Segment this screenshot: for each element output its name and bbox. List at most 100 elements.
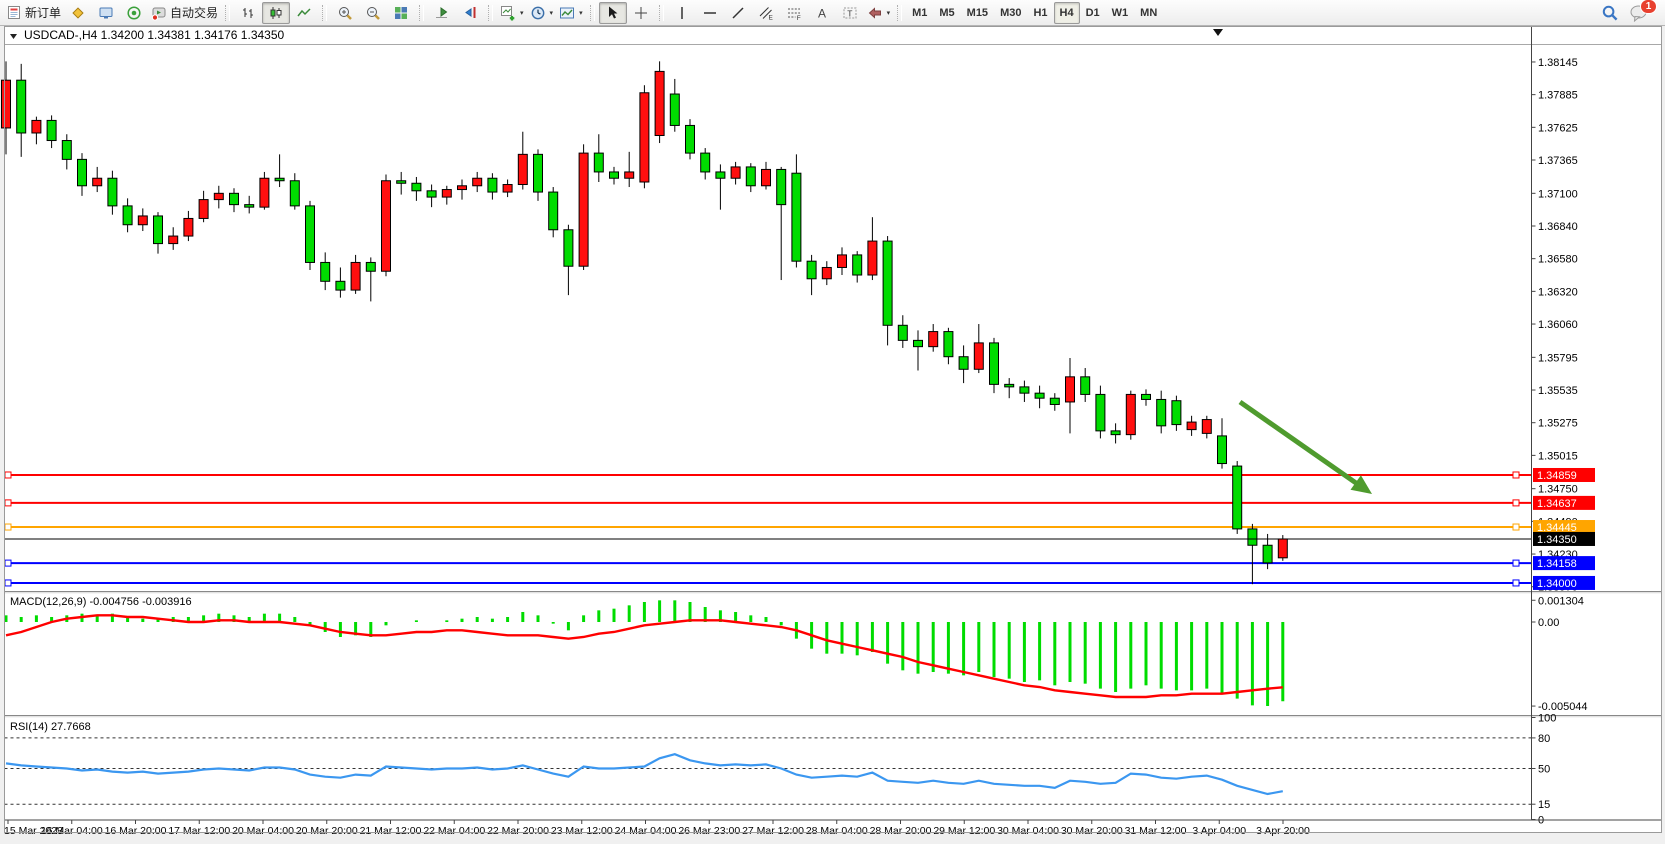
fibonacci-icon: F [786,5,802,21]
timeframe-M1-button[interactable]: M1 [912,6,928,19]
svg-text:1.36840: 1.36840 [1538,221,1578,233]
price-axis[interactable]: 1.38145 1.37885 1.37625 1.37365 1.37100 1.368… [1531,26,1596,827]
svg-text:30 Mar 04:00: 30 Mar 04:00 [997,825,1059,837]
periods-button[interactable]: ▾ [527,2,557,24]
timeframe-D1-button[interactable]: D1 [1085,6,1100,19]
svg-text:26 Mar 23:00: 26 Mar 23:00 [678,825,740,837]
chart-frame [4,26,1662,833]
chart-shift-marker[interactable] [1213,29,1223,36]
svg-text:1.34350: 1.34350 [1537,534,1577,546]
crosshair-button[interactable] [627,2,655,24]
svg-text:1.35015: 1.35015 [1538,450,1578,462]
new-order-button[interactable]: 新订单 [4,2,64,24]
timeframe-H1-button[interactable]: H1 [1033,6,1048,19]
vertical-line-icon [674,5,690,21]
fibonacci-button[interactable]: F [780,2,808,24]
clock-icon [530,5,546,21]
svg-text:1.37365: 1.37365 [1538,155,1578,167]
text-icon: A [814,5,830,21]
autotrading-button[interactable]: 自动交易 [148,2,221,24]
svg-text:15: 15 [1538,799,1550,811]
svg-text:1.37625: 1.37625 [1538,122,1578,134]
text-label-icon: T [842,5,858,21]
market-watch-button[interactable] [64,2,92,24]
svg-text:1.37100: 1.37100 [1538,188,1578,200]
toolbar-separator [419,4,425,21]
trendline-icon [730,5,746,21]
horizontal-line-button[interactable] [696,2,724,24]
zoom-in-button[interactable] [331,2,359,24]
zoom-in-icon [337,5,353,21]
timeframe-MN-button[interactable]: MN [1140,6,1158,19]
toolbar-separator [897,4,903,21]
candlestick-chart-button[interactable] [262,1,291,24]
chevron-down-icon: ▾ [549,9,554,17]
timeframe-W1-button[interactable]: W1 [1111,6,1129,19]
svg-text:1.37885: 1.37885 [1538,90,1578,102]
horizontal-line-icon [702,5,718,21]
bar-chart-button[interactable] [234,2,262,24]
new-chart-icon [500,5,516,21]
new-order-label: 新订单 [25,6,62,20]
svg-text:31 Mar 12:00: 31 Mar 12:00 [1125,825,1187,837]
svg-text:28 Mar 20:00: 28 Mar 20:00 [870,825,932,837]
svg-text:E: E [768,14,773,21]
channel-icon: E [758,5,774,21]
bar-chart-icon [240,5,256,21]
auto-scroll-button[interactable] [428,2,456,24]
arrows-button[interactable]: ▾ [864,2,894,24]
notifications-button[interactable]: 1 [1629,0,1657,22]
trend-arrow[interactable] [1238,399,1372,494]
crosshair-icon [633,5,649,21]
hline-1.34637[interactable] [4,499,1532,507]
svg-text:1.35275: 1.35275 [1538,418,1578,430]
svg-text:1.34859: 1.34859 [1537,470,1577,482]
vertical-line-button[interactable] [668,2,696,24]
svg-text:F: F [796,15,800,21]
rsi-line [5,753,1283,796]
new-chart-button[interactable]: ▾ [497,2,527,24]
new-order-icon [7,5,22,20]
yellow-diamond-icon [70,5,86,21]
toolbar-separator [322,4,328,21]
svg-text:0.00: 0.00 [1538,617,1559,629]
data-window-button[interactable] [92,2,120,24]
hline-1.34445[interactable] [4,523,1532,531]
timeframe-M30-button[interactable]: M30 [1000,6,1022,19]
trendline-button[interactable] [724,2,752,24]
svg-text:1.34000: 1.34000 [1537,578,1577,590]
svg-text:50: 50 [1538,764,1550,776]
zoom-out-button[interactable] [359,2,387,24]
tile-windows-button[interactable] [387,2,415,24]
svg-text:1.34750: 1.34750 [1538,484,1578,496]
equidistant-channel-button[interactable]: E [752,2,780,24]
line-chart-button[interactable] [290,2,318,24]
timeframe-M15-button[interactable]: M15 [966,6,989,19]
svg-text:20 Mar 04:00: 20 Mar 04:00 [232,825,294,837]
timeframe-M5-button[interactable]: M5 [939,6,955,19]
price-label-1.34445: 1.34445 [1533,520,1595,535]
text-button[interactable]: A [808,2,836,24]
radar-icon [126,5,142,21]
hline-1.34158[interactable] [4,559,1532,567]
collapse-panel-icon[interactable] [10,34,17,39]
rsi-pane: RSI(14) 27.7668 [4,721,1532,805]
svg-text:1.36060: 1.36060 [1538,319,1578,331]
svg-text:1.36580: 1.36580 [1538,254,1578,266]
price-label-1.34350: 1.34350 [1533,531,1595,546]
template-icon [559,5,575,21]
templates-button[interactable]: ▾ [556,2,586,24]
svg-text:15 Mar 2023: 15 Mar 2023 [4,825,63,837]
svg-text:16 Mar 20:00: 16 Mar 20:00 [105,825,167,837]
chart-background [4,26,1662,833]
macd-label: MACD(12,26,9) -0.004756 -0.003916 [10,596,192,608]
toolbar-separator [225,4,231,21]
svg-text:23 Mar 12:00: 23 Mar 12:00 [551,825,613,837]
chart-shift-button[interactable] [456,2,484,24]
search-button[interactable] [1601,4,1619,22]
navigator-button[interactable] [120,2,148,24]
timeframe-H4-button[interactable]: H4 [1053,1,1080,24]
cursor-button[interactable] [598,1,627,24]
text-label-button[interactable]: T [836,2,864,24]
